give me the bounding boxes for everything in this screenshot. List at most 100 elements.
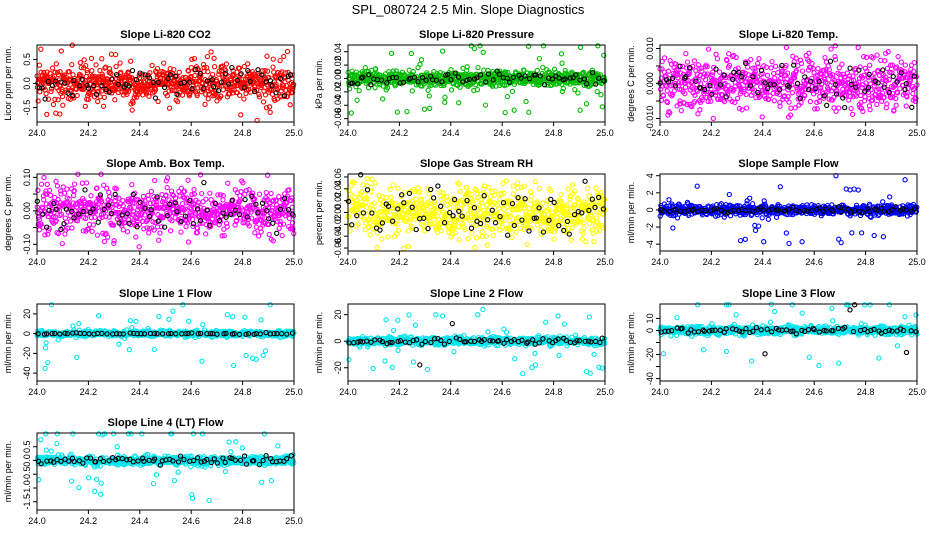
data-point [82,103,88,110]
data-point [484,242,490,248]
data-point [42,345,49,351]
x-tick-label: 24.4 [754,128,772,138]
x-tick-label: 25.0 [285,128,303,138]
y-axis-label: degrees C per min. [626,45,636,122]
data-point [393,68,399,74]
data-point [281,92,288,99]
data-point [732,99,738,106]
data-point [765,216,772,222]
data-point [694,183,700,189]
data-point [671,88,677,94]
data-point [471,45,478,52]
data-point [417,61,423,68]
x-tick-label: 24.2 [80,128,98,138]
data-point [536,55,543,62]
data-point [893,64,900,70]
data-point [69,225,75,231]
data-point [525,43,532,49]
data-point [164,93,170,99]
data-point [95,219,101,225]
panel-4: Slope Amb. Box Temp.degrees C per min.24… [3,158,303,267]
data-point [244,74,250,81]
data-point [93,91,100,98]
data-point [38,181,45,187]
data-point [217,192,224,198]
figure-title: SPL_080724 2.5 Min. Slope Diagnostics [351,2,585,17]
data-point [195,85,201,91]
data-point [84,67,90,73]
data-point [55,97,61,103]
data-point [35,187,41,194]
data-point [670,225,676,231]
data-point [106,66,113,72]
x-tick-label: 24.8 [545,257,563,267]
data-point [201,85,207,91]
data-point [76,320,82,327]
data-point [511,107,517,113]
data-point [185,177,191,183]
data-point [83,180,90,186]
data-point [274,230,280,236]
data-point [271,69,277,75]
data-point [267,78,274,84]
data-point [482,102,489,108]
x-tick-label: 24.8 [857,257,875,267]
data-point [270,56,276,62]
data-point [259,72,265,78]
data-point [505,232,511,238]
data-point [259,81,265,87]
data-point [855,44,861,51]
data-point [45,96,52,102]
data-point [124,229,131,235]
data-point [264,53,270,59]
data-point [60,102,66,108]
data-point [666,197,672,203]
x-tick-label: 24.4 [131,128,149,138]
y-tick-label: -4 [645,240,655,248]
data-point [52,78,59,84]
data-point [204,78,210,84]
data-point [84,69,91,76]
data-point [379,236,385,242]
data-point [210,84,217,90]
data-point [78,64,84,71]
data-point [165,75,171,82]
data-point [835,105,842,111]
data-point [418,57,425,63]
x-tick-label: 25.0 [908,128,926,138]
data-point [284,48,291,55]
data-point [91,83,97,89]
data-point [902,177,908,183]
data-point [442,99,448,105]
data-point [594,88,600,95]
data-point [756,56,762,62]
data-point [223,61,230,67]
data-point [43,340,49,346]
data-point [799,239,805,245]
data-point [792,105,798,111]
data-point [269,83,275,89]
data-point [234,77,240,83]
x-tick-label: 24.6 [805,128,823,138]
data-point [591,238,597,245]
data-point [174,91,180,97]
data-point [59,240,65,247]
data-point [772,63,779,69]
data-point [187,79,193,85]
data-point [849,111,856,118]
x-tick-label: 24.0 [651,257,669,267]
x-tick-label: 25.0 [596,257,614,267]
data-point [410,69,416,75]
data-point [180,75,186,81]
data-point [252,230,258,236]
data-point [388,50,395,57]
data-point [469,230,475,236]
data-point [101,94,107,101]
data-point [69,61,75,68]
data-point [187,90,193,97]
data-point [50,101,57,108]
data-point [39,85,45,91]
data-point [734,95,741,102]
